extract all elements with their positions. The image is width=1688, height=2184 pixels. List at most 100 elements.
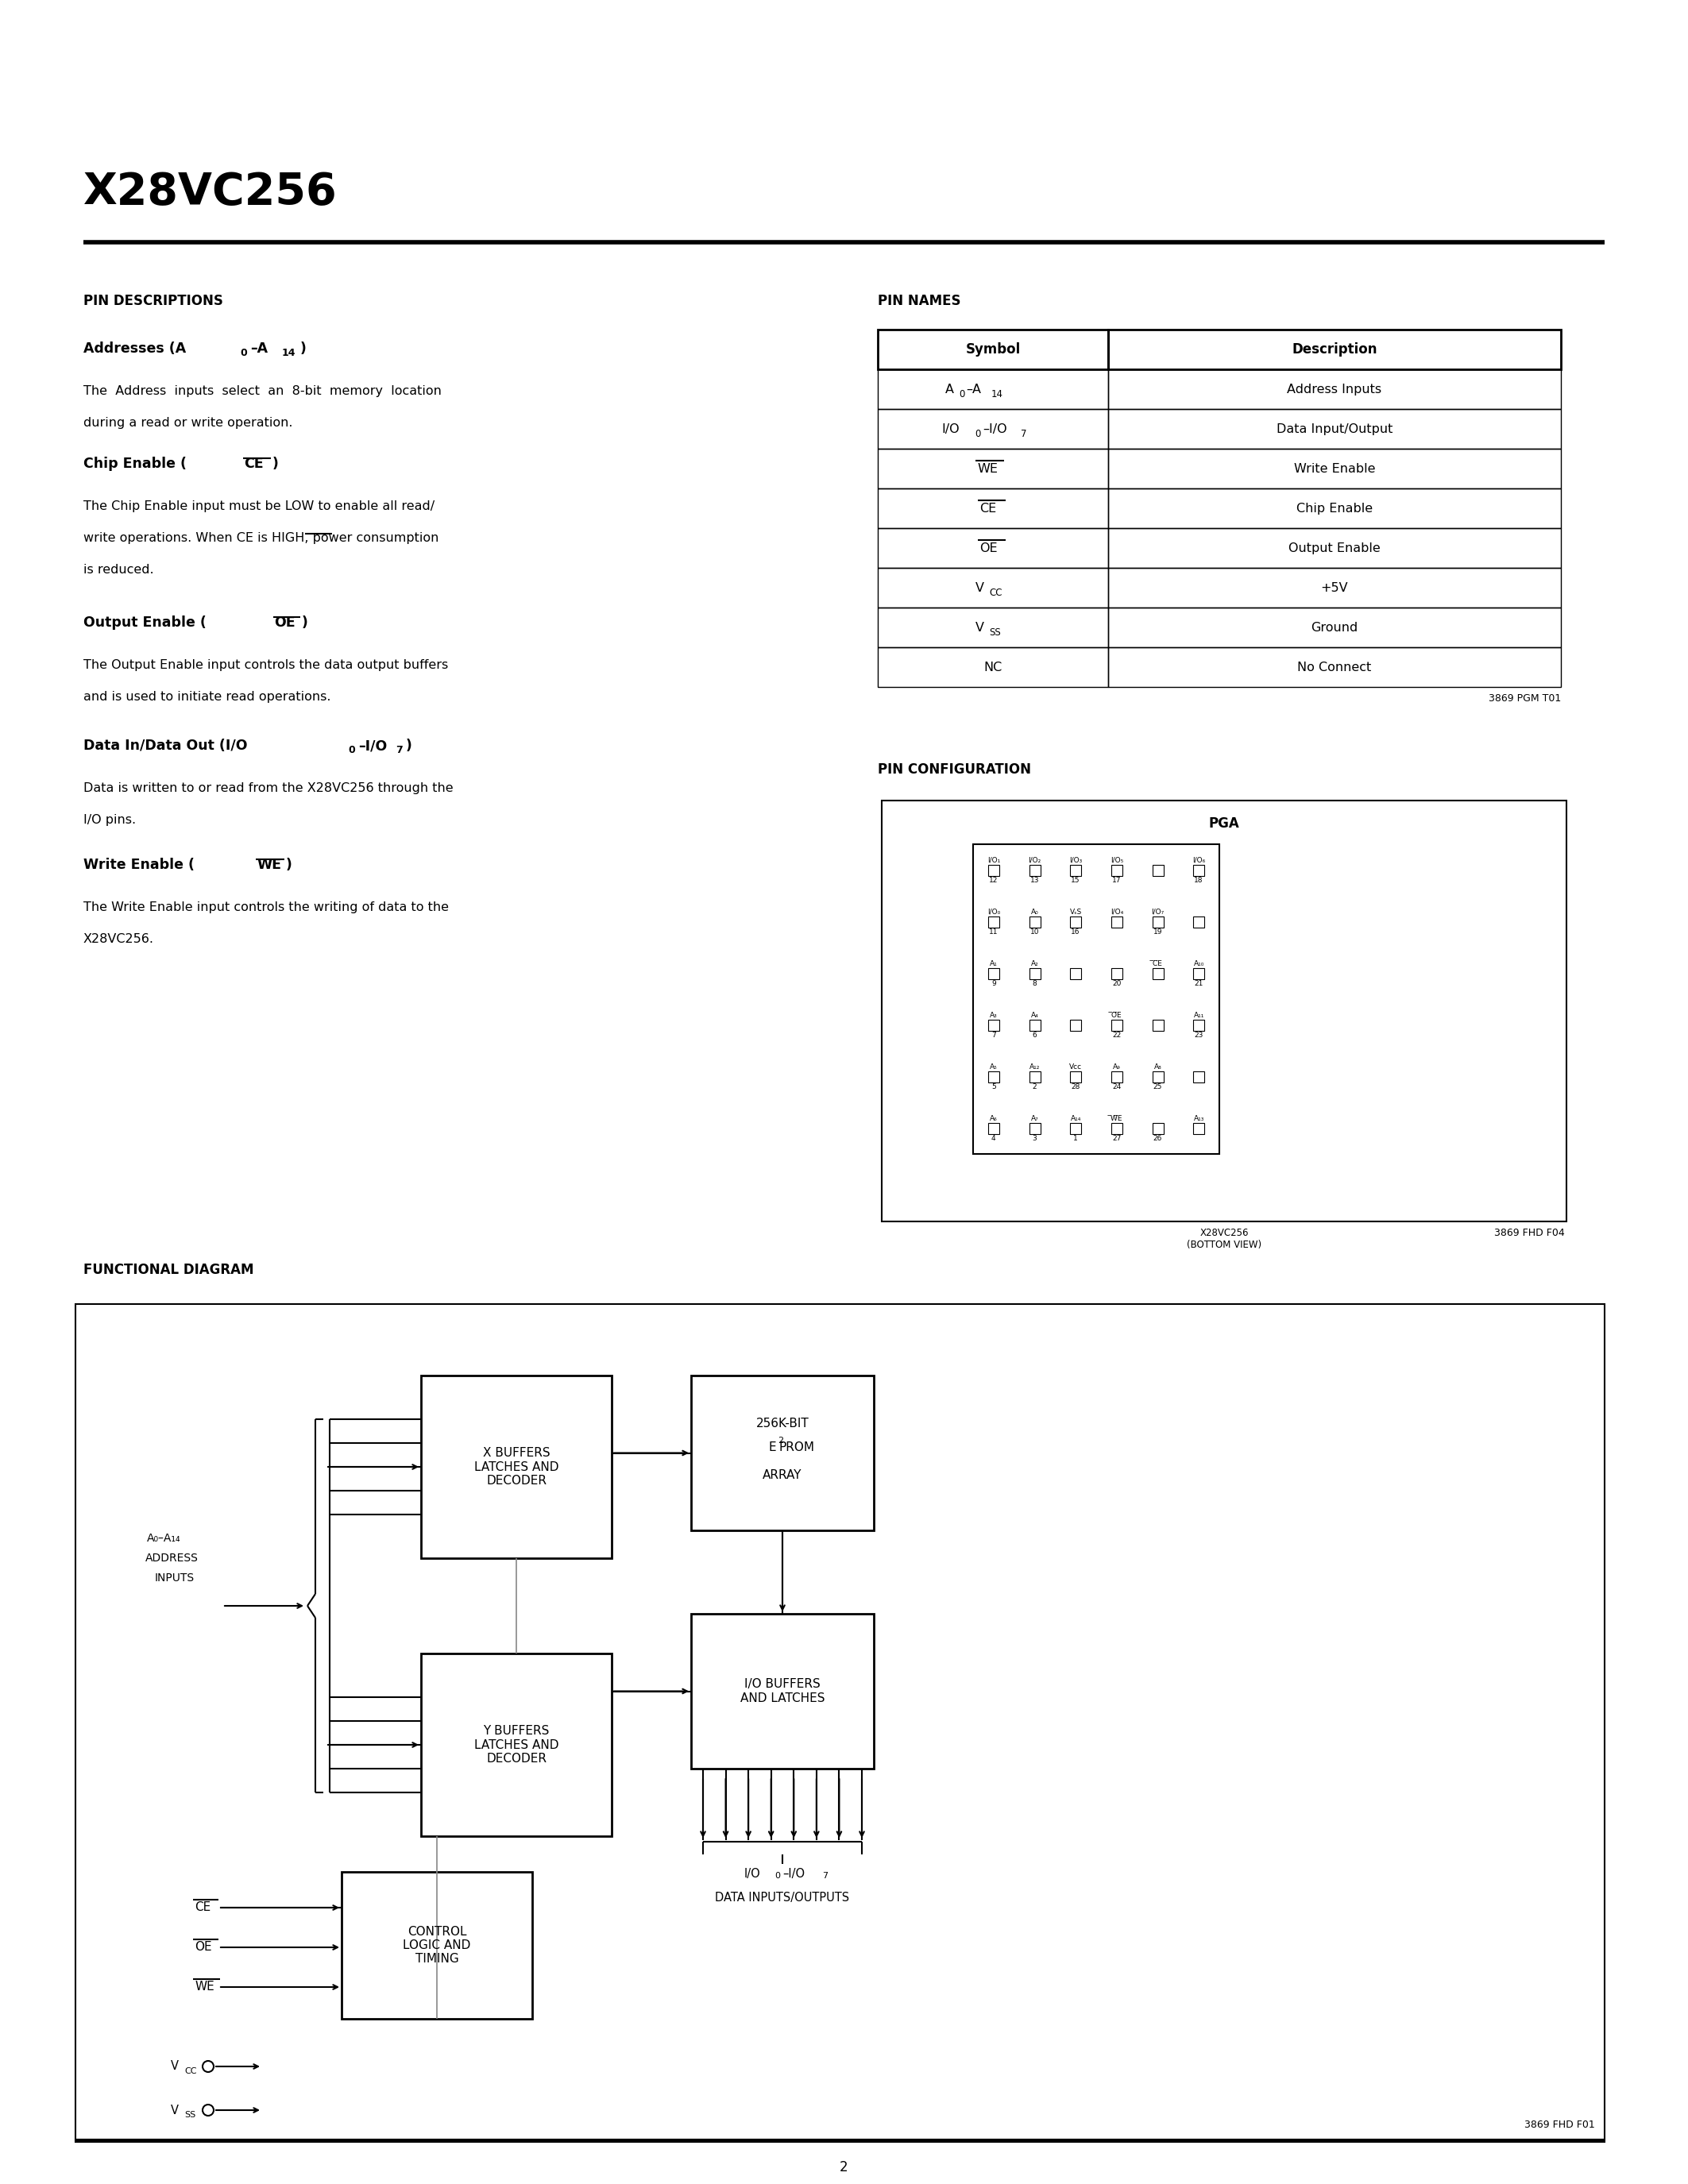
Bar xyxy=(1070,865,1082,876)
Text: SS: SS xyxy=(184,2112,196,2118)
Bar xyxy=(1107,529,1561,568)
Bar xyxy=(878,369,1107,408)
Text: and is used to initiate read operations.: and is used to initiate read operations. xyxy=(83,690,331,703)
Text: X BUFFERS
LATCHES AND
DECODER: X BUFFERS LATCHES AND DECODER xyxy=(474,1448,559,1487)
Text: Data is written to or read from the X28VC256 through the: Data is written to or read from the X28V… xyxy=(83,782,454,795)
Text: A₁₄: A₁₄ xyxy=(1070,1114,1080,1123)
Text: OE: OE xyxy=(979,542,998,555)
Text: WE: WE xyxy=(194,1981,214,1994)
Text: 3869 FHD F01: 3869 FHD F01 xyxy=(1524,2121,1595,2129)
Text: 10: 10 xyxy=(1030,928,1040,935)
Text: Vᴄᴄ: Vᴄᴄ xyxy=(1069,1064,1082,1070)
Text: I/O₇: I/O₇ xyxy=(1151,909,1165,915)
Bar xyxy=(1030,968,1040,978)
Text: INPUTS: INPUTS xyxy=(155,1572,194,1583)
Text: I/O₄: I/O₄ xyxy=(1111,909,1123,915)
Bar xyxy=(878,568,1107,607)
Text: 7: 7 xyxy=(991,1031,996,1037)
Text: A₃: A₃ xyxy=(989,1011,998,1018)
Text: 21: 21 xyxy=(1195,981,1204,987)
Text: 7: 7 xyxy=(395,745,402,756)
Bar xyxy=(972,845,1219,1153)
Text: +5V: +5V xyxy=(1320,581,1349,594)
Bar xyxy=(987,915,999,928)
Text: VₛS: VₛS xyxy=(1070,909,1082,915)
Text: 7: 7 xyxy=(822,1872,827,1880)
Text: 13: 13 xyxy=(1030,876,1040,885)
Bar xyxy=(878,646,1107,688)
Text: ARRAY: ARRAY xyxy=(763,1470,802,1481)
Text: Ground: Ground xyxy=(1312,622,1359,633)
Text: V: V xyxy=(976,622,984,633)
Text: –I/O: –I/O xyxy=(982,424,1008,435)
Text: 12: 12 xyxy=(989,876,998,885)
Text: CC: CC xyxy=(184,2068,196,2075)
Bar xyxy=(76,1304,1605,2143)
Text: A₁₂: A₁₂ xyxy=(1030,1064,1040,1070)
Bar xyxy=(341,1872,532,2018)
Text: 22: 22 xyxy=(1112,1031,1121,1037)
Bar xyxy=(1107,568,1561,607)
Text: WE: WE xyxy=(257,858,282,871)
Bar xyxy=(1111,915,1123,928)
Text: 2: 2 xyxy=(778,1437,783,1444)
Text: 5: 5 xyxy=(991,1083,996,1090)
Bar xyxy=(878,408,1107,448)
Bar xyxy=(420,1376,611,1557)
Text: 6: 6 xyxy=(1033,1031,1036,1037)
Bar xyxy=(1193,968,1204,978)
Text: PROM: PROM xyxy=(780,1441,815,1452)
Bar xyxy=(1030,865,1040,876)
Text: 9: 9 xyxy=(991,981,996,987)
Text: 3: 3 xyxy=(1033,1133,1036,1142)
Text: A₁₀: A₁₀ xyxy=(1193,959,1204,968)
Text: SS: SS xyxy=(989,627,1001,638)
Text: Y BUFFERS
LATCHES AND
DECODER: Y BUFFERS LATCHES AND DECODER xyxy=(474,1725,559,1765)
Text: –A: –A xyxy=(966,382,981,395)
Text: Output Enable (: Output Enable ( xyxy=(83,616,206,629)
Text: 14: 14 xyxy=(991,389,1003,400)
Bar xyxy=(1193,1020,1204,1031)
Bar xyxy=(1107,448,1561,489)
Text: I/O₂: I/O₂ xyxy=(1028,856,1041,863)
Text: ): ) xyxy=(285,858,292,871)
Bar xyxy=(1070,1020,1082,1031)
Text: ): ) xyxy=(272,456,279,472)
Text: 23: 23 xyxy=(1195,1031,1204,1037)
Text: CE: CE xyxy=(194,1902,211,1913)
Text: NC: NC xyxy=(984,662,1003,673)
Bar xyxy=(1107,646,1561,688)
Bar xyxy=(1193,1070,1204,1081)
Text: Description: Description xyxy=(1291,343,1377,356)
Text: V: V xyxy=(976,581,984,594)
Text: No Connect: No Connect xyxy=(1298,662,1372,673)
Bar xyxy=(987,865,999,876)
Text: E: E xyxy=(768,1441,776,1452)
Text: write operations. When CE is HIGH, power consumption: write operations. When CE is HIGH, power… xyxy=(83,533,439,544)
Text: 1: 1 xyxy=(1074,1133,1079,1142)
Text: A₉: A₉ xyxy=(1112,1064,1121,1070)
Text: 24: 24 xyxy=(1112,1083,1121,1090)
Text: 0: 0 xyxy=(348,745,354,756)
Bar xyxy=(987,1070,999,1081)
Bar xyxy=(1070,1070,1082,1081)
Text: Write Enable: Write Enable xyxy=(1293,463,1376,474)
Text: I/O₀: I/O₀ xyxy=(987,909,999,915)
Text: PIN CONFIGURATION: PIN CONFIGURATION xyxy=(878,762,1031,778)
Bar xyxy=(1111,968,1123,978)
Bar xyxy=(1193,865,1204,876)
Text: X28VC256: X28VC256 xyxy=(83,170,338,214)
Bar xyxy=(690,1376,874,1531)
Text: 26: 26 xyxy=(1153,1133,1163,1142)
Text: 19: 19 xyxy=(1153,928,1163,935)
Text: is reduced.: is reduced. xyxy=(83,563,154,577)
Text: I/O: I/O xyxy=(942,424,959,435)
Text: Write Enable (: Write Enable ( xyxy=(83,858,194,871)
Bar xyxy=(881,802,1566,1221)
Text: OE: OE xyxy=(194,1942,211,1952)
Text: A₈: A₈ xyxy=(1155,1064,1161,1070)
Bar xyxy=(1153,1020,1163,1031)
Text: Chip Enable: Chip Enable xyxy=(1296,502,1372,513)
Text: A: A xyxy=(945,382,954,395)
Text: PIN NAMES: PIN NAMES xyxy=(878,295,960,308)
